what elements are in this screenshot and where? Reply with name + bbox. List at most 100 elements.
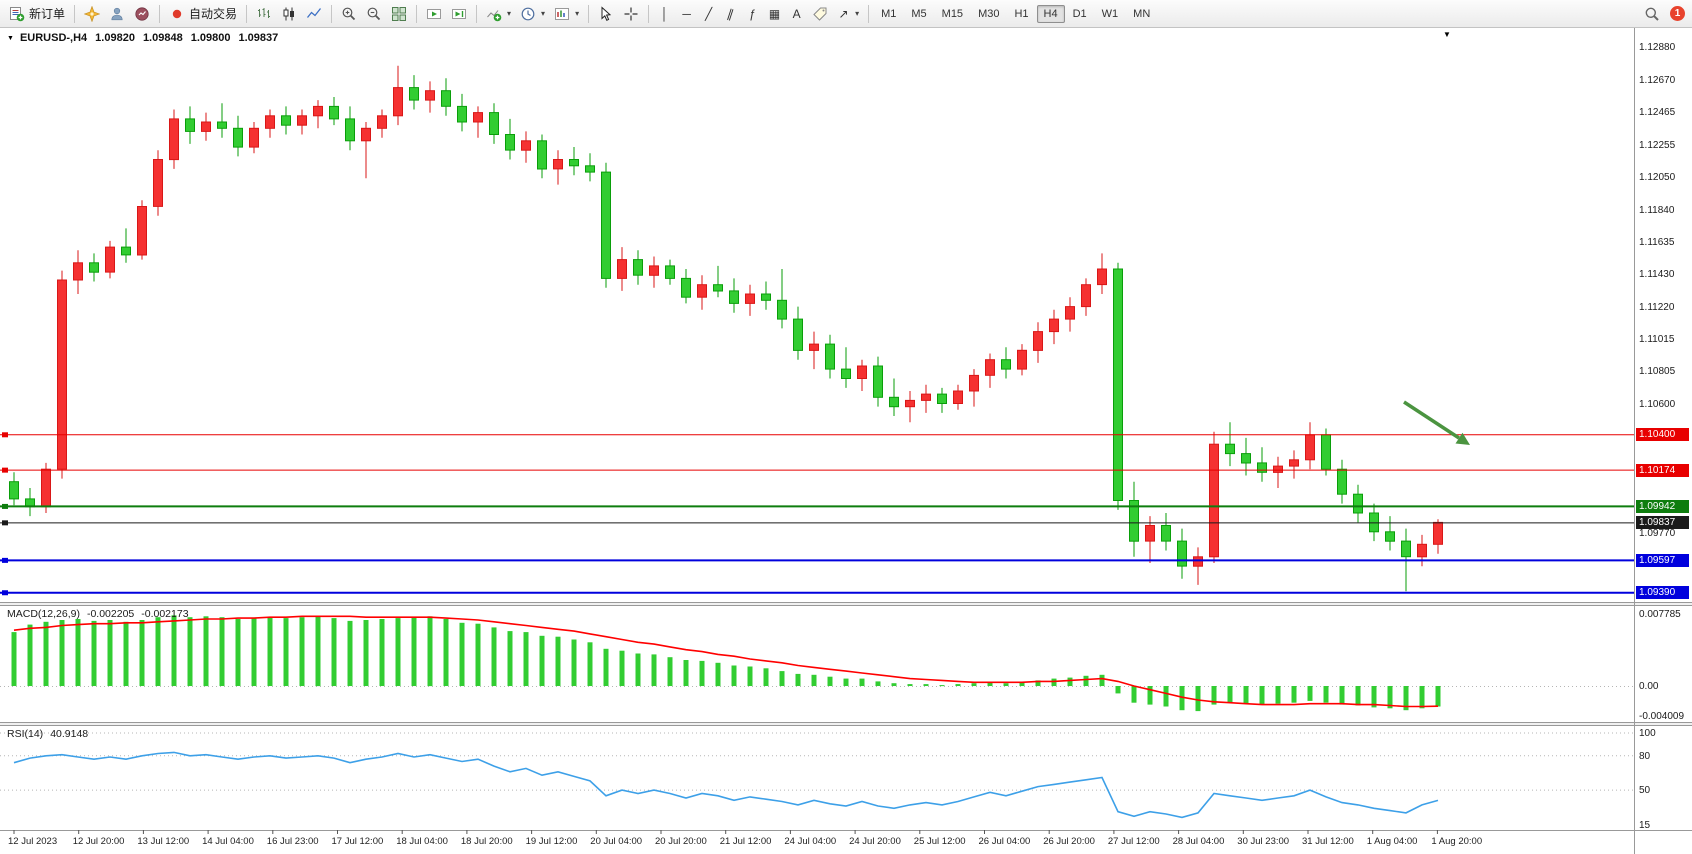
candle-down	[873, 365, 883, 398]
timeframe-button-m5[interactable]: M5	[911, 7, 927, 20]
timeframe-button-h1[interactable]: H1	[1014, 7, 1029, 20]
trendline-button[interactable]: ╱	[698, 5, 719, 23]
line-chart-button[interactable]	[302, 4, 326, 24]
chart-shift-marker[interactable]: ▼	[1443, 30, 1451, 39]
candle-down	[9, 481, 19, 500]
fibonacci-button[interactable]: ƒ	[742, 5, 763, 23]
tile-windows-button[interactable]	[387, 4, 411, 24]
panel-separator[interactable]	[0, 602, 1692, 606]
macd-histogram-bar	[1307, 686, 1313, 701]
timeframe-button-m30[interactable]: M30	[978, 7, 1000, 20]
candle-down	[825, 343, 835, 370]
macd-histogram-bar	[347, 620, 353, 686]
candlestick-chart-button[interactable]	[277, 4, 301, 24]
line-handle[interactable]	[2, 503, 8, 509]
auto-trading-button[interactable]: 自动交易	[165, 3, 241, 24]
rsi-panel[interactable]	[0, 732, 1634, 819]
panel-separator[interactable]	[0, 722, 1692, 726]
candle-up	[921, 393, 931, 401]
macd-panel[interactable]	[0, 615, 1634, 712]
macd-histogram-bar	[1051, 678, 1057, 686]
line-handle[interactable]	[2, 557, 8, 563]
candle-up	[105, 246, 115, 273]
templates-button[interactable]: ▾	[550, 4, 583, 24]
mql5-community-button[interactable]	[80, 4, 104, 24]
macd-histogram-bar	[475, 623, 481, 686]
ohlc-high: 1.09848	[142, 32, 183, 44]
line-handle[interactable]	[2, 520, 8, 526]
arrows-tool-button[interactable]: ↗ ▾	[833, 5, 863, 23]
candle-up	[169, 118, 179, 161]
macd-histogram-bar	[651, 654, 657, 686]
macd-histogram-bar	[1019, 682, 1025, 686]
new-order-button[interactable]: 新订单	[5, 3, 69, 24]
bar-chart-button[interactable]	[252, 4, 276, 24]
label-tool-button[interactable]	[808, 4, 832, 24]
timeframe-button-h4[interactable]: H4	[1036, 4, 1065, 23]
candle-down	[937, 393, 947, 405]
timeframe-button-m1[interactable]: M1	[881, 7, 897, 20]
shapes-button[interactable]: ▦	[764, 5, 785, 23]
crosshair-button[interactable]	[619, 4, 643, 24]
line-handle[interactable]	[2, 467, 8, 473]
profile-button[interactable]	[105, 4, 129, 24]
notification-badge[interactable]: 1	[1670, 6, 1685, 21]
symbol-marker-icon[interactable]: ▼	[7, 34, 14, 42]
rsi-line	[13, 751, 1439, 819]
candle-up	[1097, 268, 1107, 286]
indicators-button[interactable]: ▾	[482, 4, 515, 24]
candle-up	[473, 112, 483, 123]
vertical-line-button[interactable]: │	[654, 5, 675, 23]
toolbar: 新订单 自动交易 ▾ ▾ ▾	[0, 0, 1692, 28]
candle-down	[761, 293, 771, 301]
symbol-period-label: EURUSD-,H4	[19, 32, 88, 44]
macd-histogram-bar	[1035, 680, 1041, 686]
macd-histogram-bar	[955, 684, 961, 686]
candle-up	[649, 265, 659, 276]
macd-histogram-bar	[699, 660, 705, 686]
zoom-out-button[interactable]	[362, 4, 386, 24]
line-handle[interactable]	[2, 432, 8, 438]
macd-histogram-bar	[1179, 686, 1185, 711]
candle-down	[1385, 531, 1395, 542]
candle-down	[1257, 462, 1267, 473]
toolbar-separator	[648, 4, 650, 23]
timeframe-button-d1[interactable]: D1	[1072, 7, 1087, 20]
auto-scroll-button[interactable]	[422, 4, 446, 24]
candle-up	[553, 159, 563, 170]
horizontal-line-button[interactable]: ─	[676, 5, 697, 23]
timeframe-button-m15[interactable]: M15	[941, 7, 964, 20]
candle-down	[185, 118, 195, 132]
macd-histogram-bar	[155, 617, 161, 686]
market-button[interactable]	[130, 4, 154, 24]
macd-histogram-bar	[571, 639, 577, 686]
text-tool-button[interactable]: A	[786, 5, 807, 23]
candle-down	[681, 277, 691, 298]
line-handle[interactable]	[2, 590, 8, 596]
arrow-annotation[interactable]	[1403, 400, 1460, 440]
macd-histogram-bar	[1403, 686, 1409, 711]
macd-histogram-bar	[219, 617, 225, 686]
candle-down	[1129, 500, 1139, 542]
search-button[interactable]	[1640, 4, 1664, 24]
candle-down	[233, 127, 243, 148]
macd-histogram-bar	[507, 631, 513, 686]
toolbar-separator	[588, 4, 590, 23]
macd-histogram-bar	[603, 648, 609, 686]
chart-shift-button[interactable]	[447, 4, 471, 24]
macd-histogram-bar	[1131, 686, 1137, 703]
macd-value: -0.002205	[86, 608, 135, 620]
candle-up	[57, 279, 67, 470]
timeframe-button-mn[interactable]: MN	[1133, 7, 1151, 20]
toolbar-separator	[74, 4, 76, 23]
macd-histogram-bar	[1387, 686, 1393, 709]
channel-button[interactable]: ∥	[720, 5, 741, 23]
cursor-button[interactable]	[594, 4, 618, 24]
zoom-in-button[interactable]	[337, 4, 361, 24]
price-panel[interactable]	[0, 65, 1634, 596]
periods-button[interactable]: ▾	[516, 4, 549, 24]
timeframe-button-w1[interactable]: W1	[1101, 7, 1119, 20]
candle-down	[329, 105, 339, 120]
candle-up	[41, 468, 51, 508]
